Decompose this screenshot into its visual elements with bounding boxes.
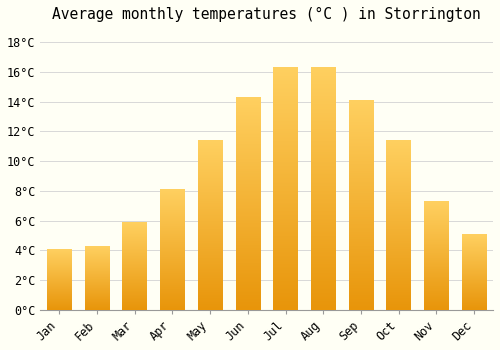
Title: Average monthly temperatures (°C ) in Storrington: Average monthly temperatures (°C ) in St… [52, 7, 481, 22]
